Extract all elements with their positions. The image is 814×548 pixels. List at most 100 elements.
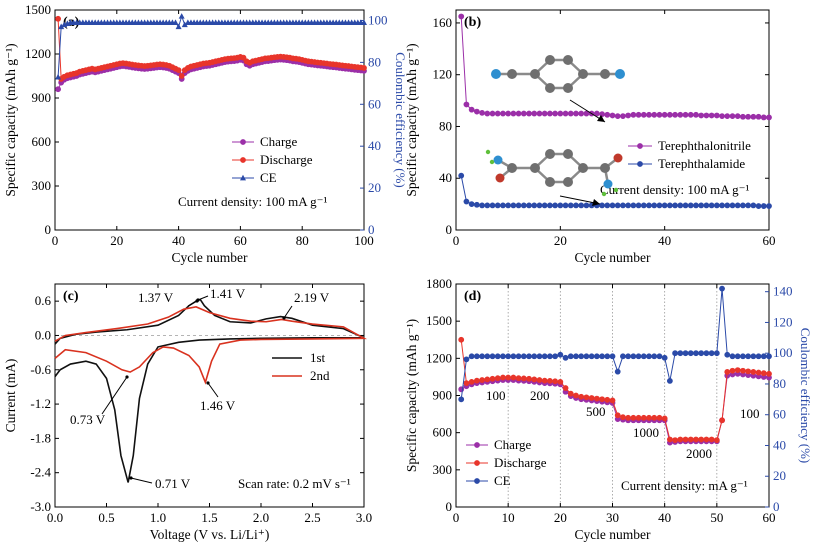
data-point: [719, 285, 725, 292]
data-point: [599, 396, 605, 403]
hydrogen-atom: [613, 187, 619, 193]
data-point: [541, 353, 548, 360]
y-tick-label: -1.8: [30, 430, 51, 445]
peak-label: 0.71 V: [155, 476, 191, 491]
data-point: [693, 436, 699, 443]
data-point: [620, 113, 626, 120]
data-point: [766, 370, 772, 377]
x-axis-label: Voltage (V vs. Li/Li⁺): [150, 527, 270, 542]
legend-marker: [637, 143, 643, 149]
peak-arrow-head: [125, 375, 129, 379]
oxygen-atom: [495, 173, 505, 183]
panel-2: 0.0 0.5 1.0 1.5 2.0 2.5 3.0 -3.0 -2.4 -1.8 -1.2 -0.…: [3, 283, 372, 542]
data-point: [463, 380, 470, 387]
data-point: [557, 110, 564, 117]
data-point: [593, 353, 600, 360]
data-point: [625, 202, 632, 209]
data-point: [520, 110, 527, 117]
data-point: [734, 367, 741, 374]
data-point: [505, 353, 512, 360]
data-point: [494, 110, 501, 117]
data-point: [567, 353, 574, 360]
carbon-atom: [578, 69, 588, 79]
x-tick-label: 3.0: [356, 510, 372, 525]
data-point: [55, 15, 61, 22]
data-point: [708, 112, 715, 119]
peak-arrow: [187, 300, 198, 307]
carbon-atom: [530, 163, 540, 173]
data-point: [740, 353, 746, 360]
legend-entry: Terephthalamide: [658, 156, 745, 171]
rate-label: 2000: [686, 446, 712, 461]
data-point: [651, 202, 658, 209]
legend-entry: Charge: [494, 437, 532, 452]
data-point: [677, 202, 684, 209]
data-point: [526, 202, 532, 209]
plot-frame: [455, 9, 770, 231]
data-point: [479, 109, 485, 116]
data-point: [740, 202, 746, 209]
carbon-atom: [600, 69, 610, 79]
data-point: [515, 202, 522, 209]
data-point: [703, 202, 710, 209]
data-point: [630, 353, 637, 360]
y2-tick-label: 20: [368, 180, 381, 195]
data-point: [500, 202, 506, 209]
data-point: [750, 353, 757, 360]
y-tick-label: 0.0: [35, 327, 51, 342]
data-point: [458, 13, 465, 20]
y2-tick-label: 40: [368, 138, 381, 153]
data-point: [510, 353, 517, 360]
panel-label: (c): [63, 289, 79, 304]
data-point: [635, 414, 642, 421]
y-axis-label: Specific capacity (mAh g⁻¹): [404, 319, 419, 472]
data-point: [500, 353, 506, 360]
arrow-head: [592, 199, 600, 206]
data-point: [604, 396, 611, 403]
oxygen-atom: [613, 153, 623, 163]
data-point: [755, 353, 762, 360]
panel-label: (d): [464, 289, 481, 304]
carbon-atom: [545, 55, 555, 65]
data-point: [484, 376, 491, 383]
terephthalamide-molecule-icon: [485, 149, 623, 197]
data-point: [708, 202, 715, 209]
y-tick-label: 1200: [25, 46, 51, 61]
data-point: [473, 201, 480, 208]
x-tick-label: 30: [606, 510, 619, 525]
data-point: [719, 202, 725, 209]
data-point: [494, 202, 501, 209]
data-point: [484, 202, 491, 209]
data-point: [708, 436, 715, 443]
data-point: [651, 353, 658, 360]
data-point: [463, 101, 470, 108]
data-point: [361, 19, 367, 25]
data-point: [593, 395, 600, 402]
data-point: [672, 437, 678, 443]
data-point: [489, 353, 496, 360]
peak-arrow: [197, 295, 209, 301]
data-point: [494, 375, 501, 382]
data-point: [646, 353, 652, 360]
data-point: [552, 202, 559, 209]
legend-entry: 1st: [310, 350, 326, 365]
x-tick-label: 60: [763, 233, 776, 248]
data-point: [541, 202, 548, 209]
data-point: [640, 111, 647, 118]
data-point: [573, 353, 579, 360]
data-point: [698, 436, 705, 443]
nitrogen-atom: [615, 69, 625, 79]
data-point: [760, 353, 767, 360]
peak-label: 1.37 V: [138, 290, 174, 305]
data-point: [677, 111, 684, 118]
data-point: [552, 378, 559, 385]
peak-arrow-head: [282, 316, 286, 320]
data-point: [458, 172, 465, 179]
data-point: [479, 377, 485, 383]
y-tick-label: 0: [45, 222, 52, 237]
data-point: [729, 353, 736, 360]
data-point: [489, 202, 496, 209]
x-tick-label: 1.5: [201, 510, 217, 525]
x-tick-label: 40: [658, 510, 671, 525]
